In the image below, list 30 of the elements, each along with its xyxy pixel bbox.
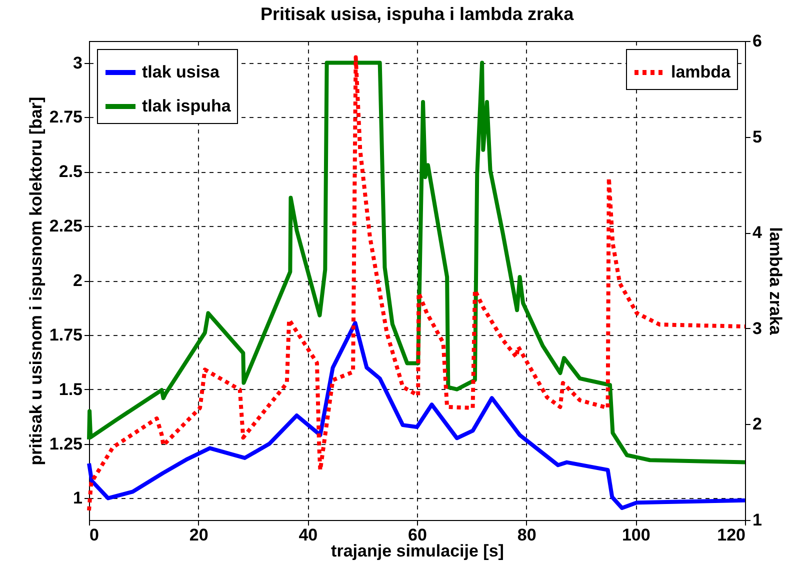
y-tick-label: 1.25 [49, 434, 82, 454]
y-tick-label: 1 [73, 488, 82, 508]
chart-title: Pritisak usisa, ispuha i lambda zraka [260, 4, 575, 24]
y-axis-title: pritisak u usisnom i ispusnom kolektoru [bar] [26, 96, 46, 466]
x-tick-label: 40 [298, 526, 318, 544]
line-series [87, 320, 747, 510]
legend-label: tlak ispuha [142, 96, 232, 116]
y2-tick-label: 6 [752, 32, 762, 50]
y-tick-label: 2.25 [49, 216, 82, 236]
x-tick-label: 0 [90, 526, 99, 544]
y-tick-label: 2.5 [58, 162, 82, 182]
x-tick-label: 80 [517, 526, 536, 544]
y2-tick-label: 2 [752, 414, 762, 434]
y-tick-label: 1.75 [49, 325, 82, 344]
y2-axis-title: lambda zraka [766, 227, 785, 336]
x-tick-label: 120 [717, 526, 746, 544]
x-axis-title: trajanje simulacije [s] [331, 542, 504, 560]
y2-tick-label: 3 [752, 318, 762, 338]
y-tick-label: 2 [73, 271, 82, 290]
x-tick-label: 20 [189, 526, 208, 544]
y2-tick-label: 1 [752, 510, 762, 530]
x-tick-label: 100 [622, 526, 650, 544]
y-tick-label: 1.5 [58, 380, 82, 399]
y-tick-label: 2.75 [49, 108, 82, 127]
y2-tick-label: 5 [752, 127, 762, 146]
legend-label: lambda [671, 62, 732, 82]
legend-label: tlak usisa [142, 62, 220, 82]
x-tick-label: 60 [408, 526, 427, 544]
y-tick-label: 3 [73, 53, 82, 72]
y2-tick-label: 4 [752, 223, 762, 242]
